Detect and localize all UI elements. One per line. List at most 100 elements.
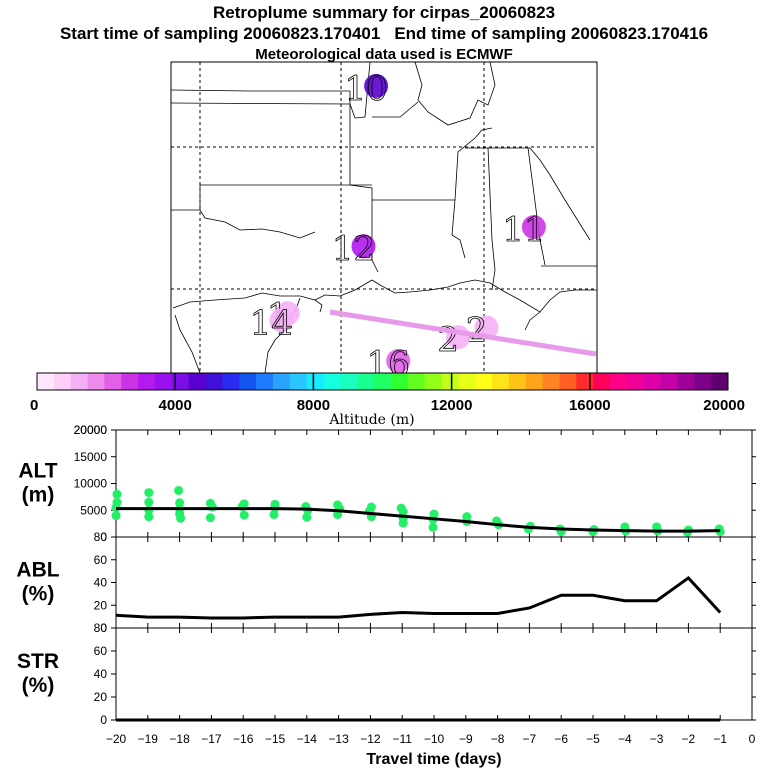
x-tick-label: −10 [424,732,445,746]
state-borders [170,61,597,374]
y-axis-label-unit: (%) [22,583,55,606]
end-time-label: End time of sampling 20060823.170416 [394,24,709,43]
altitude-point [144,512,154,522]
y-tick-label: 10000 [74,477,108,491]
y-axis-label-unit: (%) [22,674,55,697]
altitude-point [396,503,406,513]
plume-path [329,309,597,357]
x-tick-label: −9 [459,732,473,746]
y-tick-label: 60 [94,644,108,658]
y-tick-label: 20 [94,690,108,704]
colorbar-swatch [576,373,594,390]
altitude-point [366,502,376,512]
altitude-point [302,512,312,522]
colorbar-swatch [53,373,72,390]
colorbar-swatch [694,373,712,390]
colorbar-swatch [458,373,476,390]
colorbar-swatch [306,373,325,390]
y-tick-label: 0 [100,713,107,727]
colorbar-tick-label: 4000 [159,397,192,414]
colorbar-tick-label: 8000 [297,397,330,414]
altitude-point [205,513,215,523]
colorbar-swatch [272,373,291,390]
sampling-times: Start time of sampling 20060823.170401 En… [0,25,768,43]
colorbar-swatch [424,373,442,390]
map-marker-label: 11 [502,210,545,250]
colorbar-swatch [492,373,510,390]
colorbar-axis-label: Altitude (m) [328,412,414,428]
y-axis-label: STR (%) [17,650,59,697]
colorbar-swatch [289,373,308,390]
altitude-point [269,510,279,520]
map-marker-label: 12 [332,229,375,269]
y-axis-label: ALT (m) [18,460,57,507]
colorbar-swatch [188,373,207,390]
map-marker-2 [351,234,376,259]
x-tick-label: −17 [201,732,222,746]
colorbar-swatch [256,373,274,390]
x-tick-label: −6 [554,732,568,746]
altitude-point [239,510,249,520]
colorbar-swatch [475,373,493,390]
colorbar-swatch [407,373,426,390]
x-tick-label: −12 [360,732,381,746]
map-marker-label: 10 [344,69,387,109]
y-axis-label: ABL (%) [16,559,59,606]
altitude-point [112,489,122,499]
map-marker-label: 2 [466,311,488,351]
colorbar-swatch [37,373,55,390]
map-marker-label: 14 [250,303,293,343]
colorbar-tick-label: 20000 [703,397,745,414]
x-tick-label: −1 [713,732,727,746]
altitude-point [239,499,249,509]
y-tick-label: 20000 [74,423,108,437]
panel-frame [115,627,753,721]
altitude-point [144,488,154,498]
colorbar-swatch [643,373,662,390]
colorbar-swatch [593,373,611,390]
colorbar-swatch [525,373,544,390]
y-tick-label: 80 [94,621,108,635]
x-tick-label: −19 [138,732,159,746]
colorbar-swatch [205,373,223,390]
altitude-point [398,518,408,528]
colorbar-tick-label: 12000 [431,397,473,414]
colorbar-swatch [70,373,89,390]
y-tick-label: 0 [100,530,107,544]
colorbar-swatch [222,373,240,390]
colorbar-swatch [559,373,577,390]
chart-title: Retroplume summary for cirpas_20060823 [212,3,556,22]
x-tick-label: −5 [586,732,600,746]
y-tick-label: 20000 [74,423,108,437]
x-tick-label: −15 [265,732,286,746]
y-tick-label: 5000 [80,503,107,517]
x-tick-label: −4 [618,732,632,746]
altitude-point [428,522,438,532]
altitude-point [112,497,122,507]
x-tick-label: −18 [169,732,190,746]
altitude-point [333,500,343,510]
colorbar-swatch [121,373,139,390]
colorbar-swatch [626,373,645,390]
x-tick-label: −8 [491,732,505,746]
colorbar-swatch [660,373,678,390]
x-tick-label: −20 [106,732,127,746]
x-tick-label: −16 [233,732,254,746]
y-tick-label: 20 [94,598,108,612]
map-marker-0 [364,73,389,98]
colorbar-swatch [374,373,392,390]
series-line-alt [116,507,721,533]
altitude-point [175,498,185,508]
y-tick-label: 15000 [74,450,108,464]
y-tick-label: 80 [94,530,108,544]
altitude-colorbar: 0 4000 8000 12000 16000 20000 Altitude (m) [30,372,745,428]
colorbar-swatch [441,373,459,390]
colorbar-swatch [711,373,729,390]
altitude-point [144,497,154,507]
colorbar-swatch [104,373,122,390]
x-tick-label: −3 [650,732,664,746]
